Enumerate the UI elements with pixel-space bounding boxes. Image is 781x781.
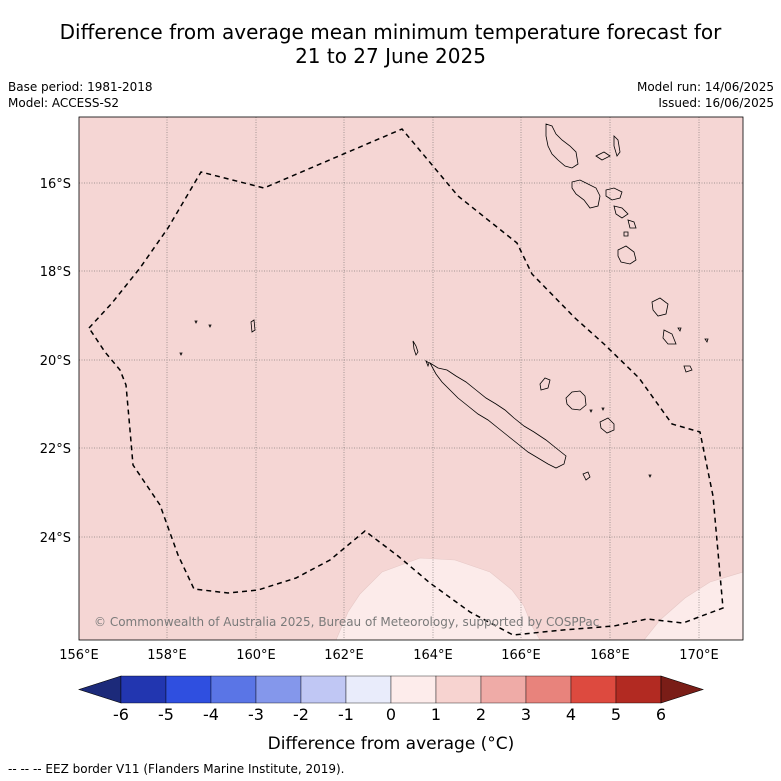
colorbar-tick-label: -6 <box>113 705 129 724</box>
colorbar-extend-low <box>78 675 122 704</box>
model-run-text: Model run: 14/06/2025 <box>636 80 774 94</box>
belep-islands <box>412 340 419 356</box>
issued-text: Issued: 16/06/2025 <box>658 96 774 110</box>
colorbar-segment <box>525 675 572 704</box>
lon-tick-label: 168°E <box>590 648 630 663</box>
walpole-island <box>582 471 591 481</box>
espiritu-santo-island <box>545 123 579 169</box>
colorbar-segment <box>435 675 482 704</box>
eez-footnote: -- -- -- EEZ border V11 (Flanders Marine… <box>8 762 345 776</box>
title-line-2: 21 to 27 June 2025 <box>295 44 486 68</box>
erromango-island <box>651 297 669 317</box>
lifou-island <box>565 390 587 411</box>
colorbar-segment <box>300 675 347 704</box>
aneityum-island <box>683 365 693 373</box>
lat-tick-label: 24°S <box>40 531 71 546</box>
lon-tick-label: 158°E <box>147 648 187 663</box>
malakula-island <box>571 179 601 209</box>
anomaly-0-to-1-region <box>335 557 541 640</box>
colorbar-tick-label: 4 <box>566 705 576 724</box>
chesterfield-islets <box>250 319 256 333</box>
title-line-1: Difference from average mean minimum tem… <box>59 20 722 44</box>
lon-tick-label: 164°E <box>413 648 453 663</box>
lat-tick-label: 16°S <box>40 177 71 192</box>
efate-island <box>617 245 637 265</box>
lat-tick-label: 18°S <box>40 265 71 280</box>
lon-tick-label: 162°E <box>324 648 364 663</box>
ouvea-island <box>539 377 551 391</box>
base-period-text: Base period: 1981-2018 <box>8 80 153 94</box>
colorbar-segment <box>345 675 392 704</box>
colorbar-segment <box>480 675 527 704</box>
lat-tick-label: 20°S <box>40 354 71 369</box>
anomaly-1-to-2-region <box>79 117 743 640</box>
colorbar-tick-label: 3 <box>521 705 531 724</box>
map-title: Difference from average mean minimum tem… <box>0 20 781 68</box>
colorbar-segment <box>210 675 257 704</box>
model-text: Model: ACCESS-S2 <box>8 96 120 110</box>
lon-tick-label: 166°E <box>501 648 541 663</box>
lat-tick-label: 22°S <box>40 442 71 457</box>
colorbar-tick-label: -2 <box>293 705 309 724</box>
map-panel: © Commonwealth of Australia 2025, Bureau… <box>79 117 743 640</box>
colorbar-tick-label: 6 <box>656 705 666 724</box>
lon-tick-label: 156°E <box>59 648 99 663</box>
coastlines <box>179 123 709 481</box>
colorbar: -6 -5 -4 -3 -2 -1 0 1 2 3 4 5 6 <box>78 675 704 724</box>
graticule <box>79 117 743 640</box>
colorbar-extend-high <box>660 675 704 704</box>
colorbar-segment <box>390 675 437 704</box>
copyright-text: © Commonwealth of Australia 2025, Bureau… <box>94 615 599 629</box>
colorbar-segment <box>570 675 617 704</box>
lon-tick-label: 160°E <box>236 648 276 663</box>
colorbar-tick-label: 5 <box>611 705 621 724</box>
meta-left: Base period: 1981-2018 Model: ACCESS-S2 <box>8 79 153 111</box>
colorbar-tick-label: -5 <box>158 705 174 724</box>
shepherd-islands <box>613 205 629 219</box>
colorbar-tick-label: 2 <box>476 705 486 724</box>
colorbar-segment <box>615 675 662 704</box>
lon-tick-label: 170°E <box>679 648 719 663</box>
eez-border <box>88 128 724 636</box>
colorbar-tick-label: -3 <box>248 705 264 724</box>
islet <box>425 359 430 368</box>
meta-right: Model run: 14/06/2025 Issued: 16/06/2025 <box>637 79 774 111</box>
ambae-island <box>613 135 621 157</box>
colorbar-tick-label: -1 <box>338 705 354 724</box>
colorbar-segment <box>255 675 302 704</box>
lon-axis: 156°E 158°E 160°E 162°E 164°E 166°E 168°… <box>59 648 719 663</box>
maewo-island <box>595 151 611 161</box>
new-caledonia-island <box>428 361 567 469</box>
map-frame <box>78 116 744 641</box>
tanna-island <box>662 329 677 345</box>
epi-island <box>605 187 623 201</box>
colorbar-tick-label: -4 <box>203 705 219 724</box>
colorbar-tick-label: 1 <box>431 705 441 724</box>
colorbar-segment <box>120 675 167 704</box>
colorbar-label: Difference from average (°C) <box>268 734 515 754</box>
colorbar-tick-label: 0 <box>386 705 396 724</box>
colorbar-segment <box>165 675 212 704</box>
mare-island <box>599 417 615 434</box>
lat-axis: 16°S 18°S 20°S 22°S 24°S <box>40 177 71 546</box>
